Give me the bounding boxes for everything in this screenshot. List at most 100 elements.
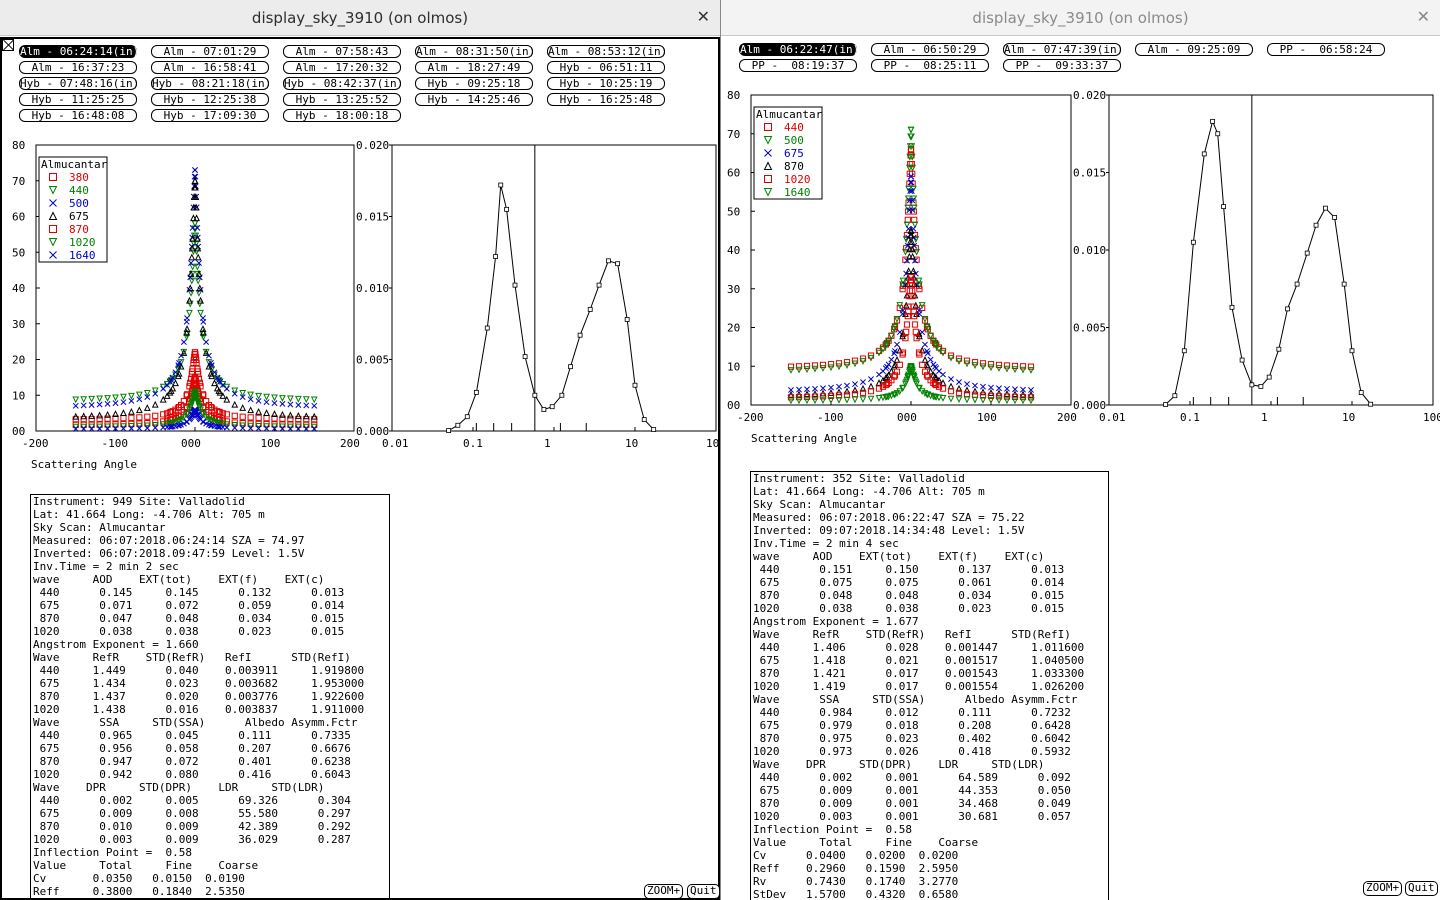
data-point (1011, 366, 1019, 374)
data-point (909, 207, 916, 214)
scan-button[interactable]: Alm - 16:58:41 (151, 61, 269, 74)
data-point (936, 368, 942, 375)
data-point (931, 373, 939, 380)
data-point (120, 409, 127, 416)
data-point (143, 404, 151, 411)
scan-button[interactable]: Hyb - 18:00:18 (283, 109, 401, 122)
y-tick-label: 10 (727, 360, 740, 373)
data-point (88, 395, 96, 403)
data-point (924, 325, 932, 333)
data-point (1229, 304, 1235, 310)
info-line: Wave SSA STD(SSA) Albedo Asymm.Fctr (33, 716, 358, 729)
left-content: Alm - 06:24:14(in) Alm - 07:01:29 Alm - 07… (0, 37, 720, 900)
data-point (192, 167, 198, 173)
scan-button[interactable]: Hyb - 10:25:19 (547, 77, 665, 90)
y-tick-label: 30 (727, 283, 740, 296)
data-point (827, 361, 835, 368)
data-point (174, 372, 182, 380)
scan-button[interactable]: Hyb - 13:25:52 (283, 93, 401, 106)
scan-button[interactable]: Alm - 08:53:12(in) (547, 45, 668, 58)
scan-button[interactable]: Hyb - 08:42:37(in) (283, 77, 404, 90)
scan-button[interactable]: PP - 09:33:37 (1003, 59, 1121, 72)
data-point (885, 338, 893, 346)
y-tick-label: 0.005 (356, 354, 389, 367)
data-point (919, 304, 926, 311)
data-point (1239, 357, 1245, 363)
x-tick-label: 200 (340, 437, 360, 450)
right-zoom-button[interactable]: ZOOM+ (1363, 881, 1403, 896)
scan-button[interactable]: Alm - 09:25:09 (1135, 43, 1253, 56)
scan-button[interactable]: Alm - 08:31:50(in) (415, 45, 536, 58)
data-point (587, 307, 593, 312)
data-point (193, 234, 201, 242)
scan-button[interactable]: PP - 08:25:11 (871, 59, 989, 72)
data-point (843, 387, 851, 395)
data-point (80, 402, 87, 409)
data-point (907, 133, 915, 141)
info-line: Sky Scan: Almucantar (33, 521, 166, 534)
scan-button[interactable]: Hyb - 06:51:11 (547, 61, 665, 74)
scan-button[interactable]: Alm - 16:37:23 (19, 61, 137, 74)
data-point (186, 296, 193, 304)
scan-button[interactable]: Hyb - 17:09:30 (151, 109, 269, 122)
scan-button[interactable]: Hyb - 16:48:08 (19, 109, 137, 122)
data-point (930, 361, 937, 368)
scan-button[interactable]: PP - 08:19:37 (739, 59, 857, 72)
data-point (947, 354, 955, 362)
data-point (859, 384, 867, 392)
scan-button[interactable]: Alm - 07:47:39(in) (1003, 43, 1124, 56)
scan-button[interactable]: Alm - 06:50:29 (871, 43, 989, 56)
left-corner-close-icon[interactable] (2, 39, 14, 51)
scan-button[interactable]: Hyb - 12:25:38 (151, 93, 269, 106)
data-point (190, 214, 197, 222)
right-titlebar[interactable]: display_sky_3910 (on olmos) ✕ (721, 0, 1440, 36)
right-close-icon[interactable]: ✕ (1416, 7, 1430, 26)
data-point (135, 406, 143, 414)
right-quit-button[interactable]: Quit (1405, 881, 1438, 896)
data-point (180, 339, 187, 346)
data-point (632, 382, 638, 388)
data-point (1258, 383, 1264, 389)
data-point (987, 397, 995, 404)
data-point (641, 417, 647, 422)
scan-button[interactable]: Hyb - 11:25:25 (19, 93, 137, 106)
scan-button[interactable]: Alm - 06:24:14(in) (19, 45, 140, 58)
legend-label: 1020 (69, 236, 96, 249)
data-point (979, 363, 987, 371)
left-zoom-button[interactable]: ZOOM+ (644, 884, 684, 899)
data-point (247, 425, 254, 432)
data-point (294, 423, 302, 431)
data-point (310, 423, 318, 431)
scan-button[interactable]: Alm - 07:01:29 (151, 45, 269, 58)
left-close-icon[interactable]: ✕ (696, 7, 710, 26)
scan-button[interactable]: Hyb - 08:21:18(in) (151, 77, 272, 90)
scan-button[interactable]: Alm - 17:20:32 (283, 61, 401, 74)
scan-button[interactable]: Hyb - 07:48:16(in) (19, 77, 140, 90)
scan-button[interactable]: PP - 06:58:24 (1267, 43, 1385, 56)
data-point (219, 382, 226, 389)
data-point (504, 206, 510, 212)
left-titlebar[interactable]: display_sky_3910 (on olmos) ✕ (0, 0, 720, 36)
info-line: 870 1.421 0.017 0.001543 1.033300 (753, 667, 1085, 680)
left-window: display_sky_3910 (on olmos) ✕ Alm - 06:2… (0, 0, 721, 900)
data-point (894, 341, 900, 348)
scan-button[interactable]: Alm - 06:22:47(in) (739, 43, 860, 56)
info-line: Cv 0.0400 0.0200 0.0200 (753, 849, 959, 862)
left-sky-plot: 80 70 60 50 40 30 20 10 00-200 -100 000 100 200 Almuc… (12, 139, 360, 450)
scan-button[interactable]: Hyb - 09:25:18 (415, 77, 533, 90)
scan-button[interactable]: Alm - 18:27:49 (415, 61, 533, 74)
data-point (624, 317, 630, 322)
data-point (191, 173, 198, 180)
data-point (183, 333, 191, 341)
data-point (890, 391, 898, 399)
data-point (213, 384, 221, 392)
info-line: 1020 0.942 0.080 0.416 0.6043 (33, 768, 351, 781)
scan-button[interactable]: Hyb - 16:25:48 (547, 93, 665, 106)
data-point (255, 423, 263, 430)
scan-button[interactable]: Hyb - 14:25:46 (415, 93, 533, 106)
data-point (902, 236, 910, 244)
y-tick-label: 0.010 (1073, 244, 1106, 257)
data-point (955, 358, 963, 365)
left-quit-button[interactable]: Quit (687, 884, 720, 899)
scan-button[interactable]: Alm - 07:58:43 (283, 45, 401, 58)
